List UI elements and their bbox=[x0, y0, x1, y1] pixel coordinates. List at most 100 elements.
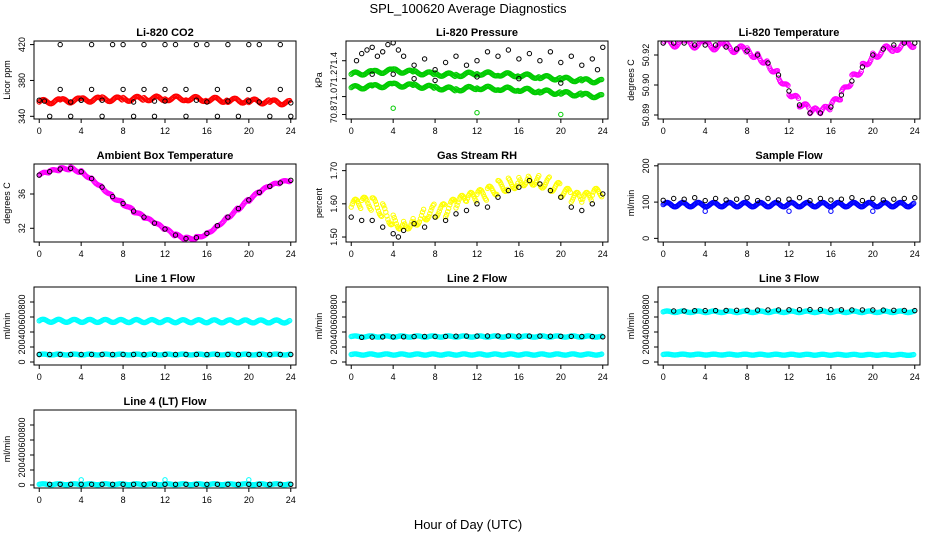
data-point bbox=[141, 214, 147, 220]
data-point bbox=[378, 213, 385, 220]
data-point bbox=[78, 477, 84, 483]
data-point bbox=[390, 334, 396, 340]
data-point bbox=[246, 481, 252, 487]
data-point bbox=[568, 53, 574, 59]
x-tick-label: 8 bbox=[433, 126, 438, 136]
panel-ambient-box-temperature: Ambient Box Temperature degrees C 0 4 8 12 16 2… bbox=[2, 150, 297, 259]
y-tick-label: 71.0 bbox=[329, 88, 339, 106]
data-point bbox=[183, 235, 189, 242]
data-point bbox=[447, 202, 453, 208]
data-point bbox=[374, 205, 381, 211]
data-point bbox=[88, 351, 95, 358]
data-point bbox=[578, 196, 584, 203]
panel-sample-flow: Sample Flow ml/min 0 4 8 12 16 20 24 0 100 200 bbox=[626, 150, 921, 259]
data-point bbox=[410, 215, 416, 222]
data-point bbox=[765, 60, 771, 66]
y-tick-label: 800 bbox=[17, 417, 27, 432]
data-point bbox=[246, 351, 252, 358]
data-point bbox=[385, 216, 391, 223]
data-point bbox=[431, 201, 437, 207]
data-point bbox=[393, 221, 399, 227]
data-point bbox=[912, 41, 918, 46]
y-axis-label: percent bbox=[314, 187, 324, 218]
data-point bbox=[369, 71, 375, 77]
data-point bbox=[47, 169, 53, 175]
x-tick-label: 0 bbox=[37, 249, 42, 259]
y-tick-label: 380 bbox=[17, 73, 27, 88]
data-point bbox=[589, 56, 595, 62]
data-point bbox=[838, 196, 845, 202]
data-point bbox=[435, 211, 441, 217]
x-tick-label: 20 bbox=[244, 126, 254, 136]
data-point bbox=[702, 307, 708, 314]
data-point bbox=[880, 307, 886, 313]
y-tick-label: 1.50 bbox=[329, 228, 339, 246]
data-point bbox=[901, 307, 907, 314]
data-point bbox=[849, 195, 855, 201]
data-point bbox=[47, 351, 53, 358]
panel-li-820-co2: Li-820 CO2 Licor ppm 0 4 8 12 16 20 24 340 380 420 bbox=[2, 27, 297, 136]
data-point bbox=[120, 41, 126, 48]
data-point bbox=[57, 166, 63, 172]
data-point bbox=[474, 201, 480, 207]
data-point bbox=[348, 214, 354, 220]
y-tick-label: 0 bbox=[17, 359, 27, 364]
data-point bbox=[723, 307, 729, 314]
data-point bbox=[463, 207, 470, 214]
data-point bbox=[723, 44, 729, 50]
data-point bbox=[57, 351, 63, 358]
x-tick-label: 24 bbox=[910, 372, 920, 382]
data-point bbox=[754, 197, 761, 204]
x-tick-label: 12 bbox=[160, 495, 170, 505]
data-point bbox=[526, 333, 533, 339]
data-point bbox=[411, 221, 417, 227]
plot-area bbox=[348, 41, 606, 118]
x-tick-label: 0 bbox=[661, 372, 666, 382]
panel-title: Ambient Box Temperature bbox=[97, 150, 234, 162]
data-point bbox=[891, 307, 897, 313]
x-tick-label: 24 bbox=[286, 126, 296, 136]
y-tick-label: 200 bbox=[641, 158, 651, 173]
data-point bbox=[47, 113, 53, 119]
panel-line-4-lt-flow: Line 4 (LT) Flow ml/min 0 4 8 12 16 20 24 0 200400… bbox=[2, 396, 297, 505]
data-point bbox=[390, 105, 396, 111]
data-point bbox=[418, 212, 425, 219]
data-point bbox=[912, 307, 918, 314]
data-point bbox=[288, 481, 294, 487]
y-tick-label: 1.70 bbox=[329, 162, 339, 180]
data-point bbox=[891, 42, 897, 48]
data-point bbox=[681, 196, 687, 202]
data-point bbox=[483, 197, 490, 203]
data-point bbox=[204, 230, 210, 237]
data-point bbox=[516, 184, 522, 190]
data-point bbox=[545, 175, 551, 181]
data-point bbox=[395, 234, 402, 240]
panel-title: Sample Flow bbox=[755, 150, 823, 162]
data-point bbox=[235, 351, 242, 358]
data-point bbox=[848, 81, 854, 88]
data-point bbox=[225, 98, 231, 104]
data-point bbox=[786, 88, 792, 94]
data-point bbox=[579, 199, 585, 205]
data-point bbox=[775, 197, 782, 203]
x-tick-label: 12 bbox=[160, 372, 170, 382]
data-point bbox=[246, 41, 252, 48]
data-point bbox=[382, 205, 388, 212]
data-point bbox=[162, 86, 168, 93]
x-tick-label: 16 bbox=[826, 126, 836, 136]
data-point bbox=[277, 481, 283, 487]
data-point bbox=[453, 333, 459, 339]
data-point bbox=[381, 203, 387, 209]
data-point bbox=[453, 53, 459, 59]
data-point bbox=[681, 41, 687, 46]
y-tick-label: 0 bbox=[17, 482, 27, 487]
data-point bbox=[214, 351, 221, 358]
data-point bbox=[421, 224, 428, 230]
data-point bbox=[432, 214, 438, 220]
x-axis-caption: Hour of Day (UTC) bbox=[413, 517, 523, 532]
x-tick-label: 4 bbox=[391, 249, 396, 259]
data-point bbox=[380, 334, 386, 340]
data-point bbox=[151, 351, 158, 358]
data-point bbox=[214, 86, 221, 93]
y-tick-label: 36 bbox=[17, 189, 27, 199]
